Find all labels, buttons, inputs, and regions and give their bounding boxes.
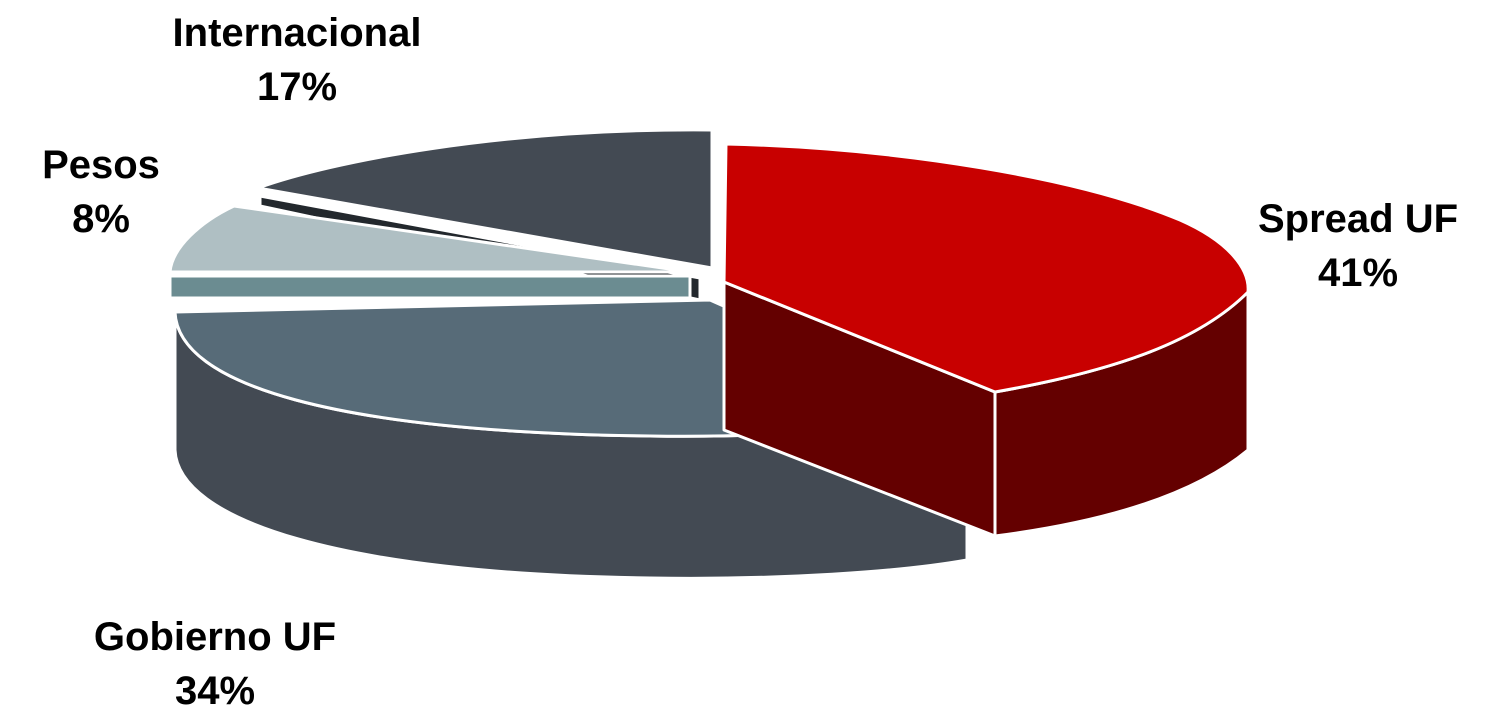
- label-internacional-name: Internacional: [172, 11, 422, 55]
- label-gobierno-uf-value: 34%: [174, 669, 256, 713]
- label-spread-uf-name: Spread UF: [1257, 197, 1459, 241]
- pie-slice-spread-uf: [722, 142, 1250, 394]
- pie-slice-pesos: [168, 204, 692, 274]
- label-pesos: Pesos 8%: [16, 138, 186, 246]
- label-pesos-value: 8%: [72, 197, 130, 241]
- label-internacional-value: 17%: [256, 65, 338, 109]
- pie-slice-pesos-side: [168, 274, 692, 300]
- label-internacional: Internacional 17%: [150, 6, 444, 114]
- label-spread-uf-value: 41%: [1317, 251, 1399, 295]
- label-gobierno-uf: Gobierno UF 34%: [60, 610, 370, 718]
- label-spread-uf: Spread UF 41%: [1238, 192, 1478, 300]
- label-pesos-name: Pesos: [42, 143, 160, 187]
- pie-slice-internacional: [256, 128, 714, 270]
- label-gobierno-uf-name: Gobierno UF: [93, 615, 337, 659]
